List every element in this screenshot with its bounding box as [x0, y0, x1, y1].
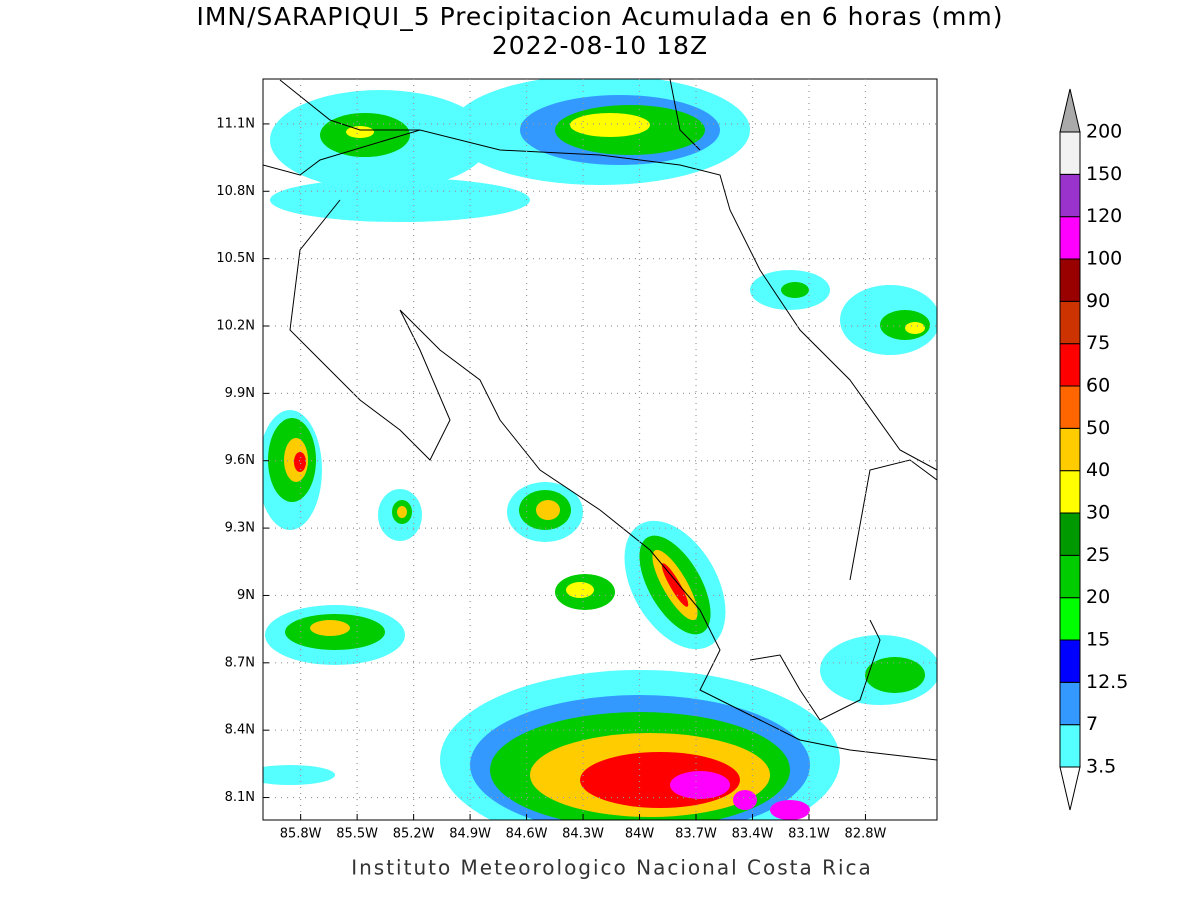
legend-label: 12.5 [1086, 671, 1128, 693]
x-tick-label: 84.9W [449, 827, 491, 842]
y-tick-label: 9.6N [225, 453, 255, 468]
legend-swatch [1059, 300, 1081, 345]
legend-label: 60 [1086, 375, 1110, 397]
legend-label: 75 [1086, 332, 1110, 354]
legend-label: 15 [1086, 629, 1110, 651]
y-tick-label: 8.4N [225, 723, 255, 738]
legend-label: 90 [1086, 290, 1110, 312]
x-tick-label: 85.2W [393, 827, 435, 842]
legend-above [1059, 88, 1081, 133]
legend-swatch [1059, 343, 1081, 387]
precipitation-field [263, 79, 937, 820]
y-tick-label: 10.5N [216, 251, 255, 266]
y-tick-label: 8.1N [225, 790, 255, 805]
y-tick-label: 8.7N [225, 655, 255, 670]
legend-label: 150 [1086, 163, 1122, 185]
footer: Instituto Meteorologico Nacional Costa R… [351, 856, 873, 880]
legend-swatch [1059, 173, 1081, 218]
legend-swatch [1059, 554, 1081, 599]
legend-label: 50 [1086, 417, 1110, 439]
x-tick-label: 84.6W [506, 827, 548, 842]
y-tick-label: 10.8N [216, 184, 255, 199]
x-tick-label: 83.1W [788, 827, 830, 842]
legend-label: 40 [1086, 459, 1110, 481]
legend-label: 3.5 [1086, 756, 1116, 778]
legend-swatch [1059, 470, 1081, 514]
x-tick-label: 84.3W [562, 827, 604, 842]
legend-swatch [1059, 512, 1081, 556]
title: IMN/SARAPIQUI_5 Precipitacion Acumulada … [196, 2, 1003, 31]
x-tick-label: 84W [625, 827, 655, 842]
legend-swatch [1059, 131, 1081, 175]
x-tick-label: 83.4W [732, 827, 774, 842]
y-tick-label: 9.3N [225, 521, 255, 536]
x-tick-label: 83.7W [675, 827, 717, 842]
legend-swatch [1059, 639, 1081, 683]
legend-swatch [1059, 258, 1081, 302]
legend-label: 20 [1086, 586, 1110, 608]
y-tick-label: 10.2N [216, 319, 255, 334]
legend-below [1059, 766, 1081, 811]
y-tick-label: 9.9N [225, 386, 255, 401]
legend-swatch [1059, 681, 1081, 726]
x-tick-label: 82.8W [845, 827, 887, 842]
legend-label: 100 [1086, 248, 1122, 270]
legend-label: 7 [1086, 713, 1098, 735]
x-tick-label: 85.5W [336, 827, 378, 842]
legend-label: 200 [1086, 121, 1122, 143]
x-tick-label: 85.8W [280, 827, 322, 842]
legend-swatch [1059, 724, 1081, 768]
map-frame [262, 78, 938, 821]
legend-swatch [1059, 597, 1081, 641]
legend-label: 25 [1086, 544, 1110, 566]
legend-label: 30 [1086, 502, 1110, 524]
legend-swatch [1059, 216, 1081, 260]
legend-swatch [1059, 385, 1081, 429]
legend-label: 120 [1086, 205, 1122, 227]
subtitle: 2022-08-10 18Z [492, 31, 708, 60]
y-tick-label: 9N [237, 588, 255, 603]
legend-swatch [1059, 427, 1081, 472]
y-tick-label: 11.1N [216, 116, 255, 131]
